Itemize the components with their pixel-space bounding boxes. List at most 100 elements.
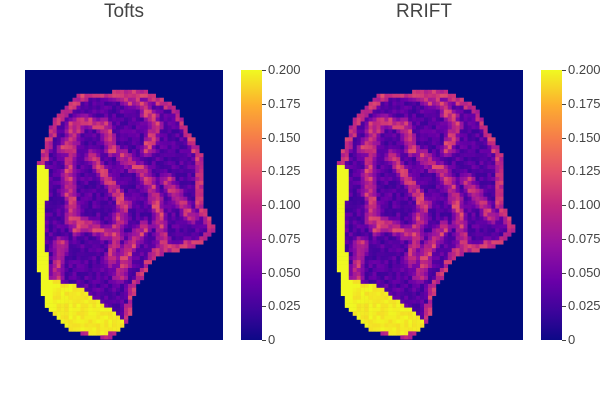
heatmap-cell (459, 220, 464, 225)
heatmap-cell (396, 184, 401, 190)
heatmap-cell (431, 145, 437, 150)
heatmap-cell (376, 240, 381, 245)
heatmap-cell (44, 145, 50, 150)
heatmap-cell (400, 315, 405, 320)
heatmap-cell (88, 149, 93, 154)
heatmap-cell (463, 244, 468, 249)
heatmap-cell (88, 184, 93, 190)
heatmap-cell (380, 105, 385, 110)
heatmap-cell (439, 268, 445, 273)
heatmap-cell (344, 145, 350, 150)
heatmap-cell (431, 271, 437, 277)
heatmap-cell (388, 319, 393, 324)
heatmap-cell (40, 275, 46, 281)
heatmap-cell (44, 264, 50, 269)
heatmap-cell (392, 287, 397, 293)
heatmap-cell (104, 157, 109, 162)
colorbar-tick-label: 0.125 (562, 164, 600, 178)
heatmap-cell (139, 121, 145, 126)
heatmap-cell (124, 145, 129, 150)
heatmap-cell (96, 256, 101, 261)
heatmap-cell (72, 97, 77, 102)
heatmap-cell (92, 256, 97, 261)
heatmap-cell (431, 93, 437, 99)
heatmap-cell (364, 113, 369, 118)
heatmap-cell (439, 236, 445, 241)
heatmap-rrift[interactable] (325, 70, 523, 340)
heatmap-cell (179, 208, 184, 213)
heatmap-cell (76, 113, 81, 118)
heatmap-cell (475, 232, 480, 237)
heatmap-cell (431, 200, 437, 205)
heatmap-cell (179, 212, 184, 217)
heatmap-cell (420, 180, 425, 186)
heatmap-cell (100, 196, 105, 201)
heatmap-cell (435, 161, 441, 166)
heatmap-cell (187, 236, 192, 241)
heatmap-cell (127, 236, 133, 241)
heatmap-cell (463, 117, 468, 122)
heatmap-cell (120, 228, 125, 233)
heatmap-cell (356, 196, 361, 201)
heatmap-cell (451, 196, 456, 201)
heatmap-cell (171, 125, 176, 130)
heatmap-cell (80, 165, 85, 170)
heatmap-cell (408, 327, 413, 332)
heatmap-cell (167, 161, 172, 166)
heatmap-cell (104, 252, 109, 257)
heatmap-cell (416, 303, 421, 308)
heatmap-cell (96, 172, 101, 178)
heatmap-cell (384, 295, 389, 300)
heatmap-cell (416, 220, 421, 225)
heatmap-cell (163, 125, 168, 130)
heatmap-cell (116, 121, 121, 126)
heatmap-cell (68, 236, 73, 241)
heatmap-cell (96, 303, 101, 308)
heatmap-cell (416, 176, 421, 182)
heatmap-cell (147, 228, 153, 233)
heatmap-cell (84, 275, 89, 281)
heatmap-cell (80, 271, 85, 277)
heatmap-cell (412, 212, 417, 217)
heatmap-cell (124, 299, 129, 304)
heatmap-cell (400, 228, 405, 233)
heatmap-cell (380, 323, 385, 328)
heatmap-cell (124, 275, 129, 281)
heatmap-cell (191, 196, 196, 201)
heatmap-cell (179, 153, 184, 158)
heatmap-cell (80, 283, 85, 289)
heatmap-cell (404, 295, 409, 300)
heatmap-cell (451, 244, 456, 249)
heatmap-cell (416, 180, 421, 186)
heatmap-cell (404, 176, 409, 182)
heatmap-cell (139, 145, 145, 150)
heatmap-cell (376, 212, 381, 217)
heatmap-cell (443, 117, 449, 122)
heatmap-cell (56, 157, 61, 162)
heatmap-cell (100, 283, 105, 289)
heatmap-cell (139, 117, 145, 122)
heatmap-cell (124, 117, 129, 122)
heatmap-cell (108, 101, 113, 106)
heatmap-tofts[interactable] (25, 70, 223, 340)
heatmap-cell (76, 327, 81, 332)
heatmap-cell (400, 271, 405, 277)
heatmap-cell (104, 184, 109, 190)
heatmap-cell (40, 161, 46, 166)
heatmap-cell (360, 216, 365, 221)
heatmap-cell (443, 121, 449, 126)
heatmap-cell (175, 117, 180, 122)
heatmap-cell (84, 295, 89, 300)
heatmap-cell (352, 252, 357, 257)
heatmap-cell (183, 172, 188, 178)
heatmap-cell (163, 153, 168, 158)
heatmap-cell (127, 200, 133, 205)
heatmap-cell (396, 220, 401, 225)
heatmap-cell (352, 228, 357, 233)
heatmap-cell (400, 129, 405, 134)
heatmap-cell (455, 157, 460, 162)
heatmap-cell (447, 145, 453, 150)
heatmap-cell (104, 287, 109, 293)
heatmap-cell (435, 165, 441, 170)
heatmap-cell (116, 105, 121, 110)
